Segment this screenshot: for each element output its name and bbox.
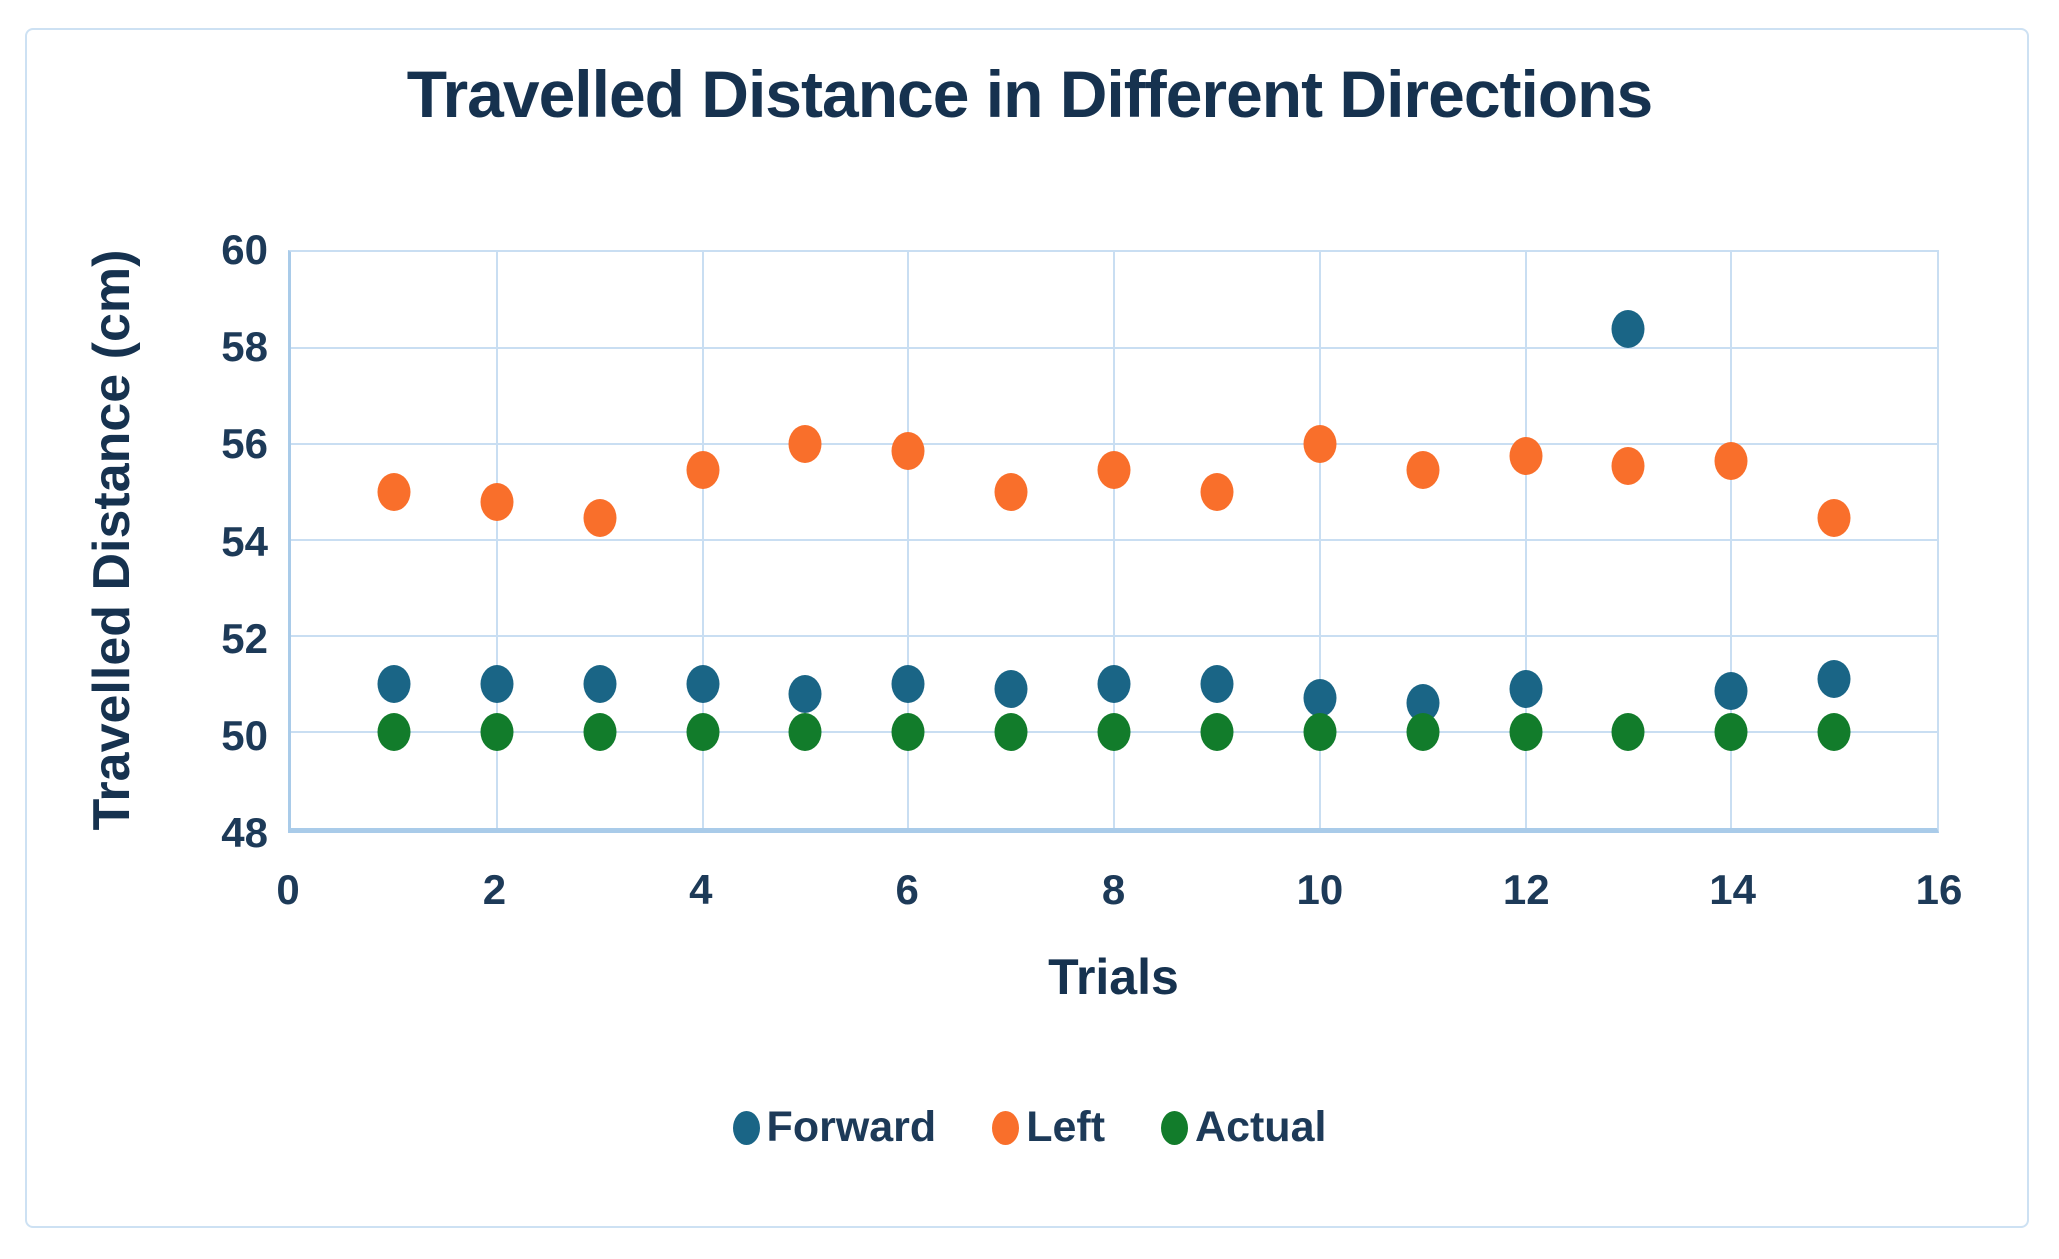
y-tick-label: 50 [221,711,268,759]
legend-item-actual: Actual [1161,1106,1326,1149]
data-point-left [1303,425,1337,463]
y-tick-label: 60 [221,226,268,273]
data-point-actual [377,713,411,751]
data-point-left [1509,437,1542,475]
x-tick-label: 6 [895,866,919,913]
data-point-forward [480,665,514,703]
y-tick-label: 54 [221,517,268,565]
horizontal-gridline [291,635,1937,637]
legend: Forward Left Actual [0,1106,2059,1149]
data-point-forward [994,669,1028,708]
x-tick-label: 0 [276,866,300,913]
actual-series-marker-icon [1161,1110,1189,1145]
data-point-left [1200,473,1234,511]
y-tick-label: 48 [221,809,268,856]
data-point-forward [1303,679,1337,718]
data-point-left [480,482,514,521]
horizontal-gridline [291,347,1937,349]
data-point-forward [686,665,719,703]
x-tick-label: 14 [1709,866,1756,913]
y-tick-label: 52 [221,614,268,662]
x-tick-label: 16 [1915,866,1963,913]
legend-item-left: Left [992,1106,1105,1149]
data-point-actual [1817,713,1851,751]
data-point-actual [1714,713,1748,751]
data-point-forward [377,665,411,703]
data-point-left [1714,441,1748,480]
data-point-forward [583,665,617,703]
data-point-left [377,473,411,511]
data-point-actual [686,713,719,751]
figure-border [25,28,2029,1228]
x-tick-label: 10 [1296,866,1344,913]
data-point-actual [1611,713,1645,751]
y-tick-label: 58 [221,323,268,371]
data-point-left [1097,451,1131,490]
data-point-actual [994,713,1028,751]
y-tick-label: 56 [221,420,268,468]
x-tick-label: 12 [1502,866,1550,913]
data-point-actual [583,713,617,751]
horizontal-gridline [291,443,1937,445]
data-point-forward [1200,665,1234,703]
data-point-forward [788,674,822,713]
data-point-actual [1303,713,1337,751]
data-point-actual [891,713,925,751]
legend-label-left: Left [1026,1103,1106,1151]
legend-label-forward: Forward [766,1103,937,1151]
x-tick-label: 8 [1101,866,1126,913]
x-axis-title: Trials [1048,949,1179,1005]
x-tick-label: 2 [482,866,507,913]
data-point-forward [891,665,925,703]
data-point-left [788,425,822,463]
data-point-actual [1406,713,1440,751]
x-tick-label: 4 [689,866,713,913]
data-point-actual [1509,713,1542,751]
data-point-left [583,499,617,538]
left-series-marker-icon [992,1110,1020,1145]
data-point-forward [1611,309,1645,348]
data-point-left [1406,451,1440,490]
data-point-left [891,432,925,471]
forward-series-marker-icon [732,1110,760,1145]
data-point-left [1817,499,1851,538]
data-point-left [994,473,1028,511]
data-point-forward [1817,660,1851,699]
data-point-actual [788,713,822,751]
data-point-actual [1200,713,1234,751]
data-point-left [1611,446,1645,485]
chart-title: Travelled Distance in Different Directio… [406,57,1653,131]
legend-item-forward: Forward [732,1103,937,1151]
plot-area [288,250,1939,833]
data-point-actual [480,713,514,751]
data-point-forward [1509,669,1542,708]
data-point-left [686,451,719,490]
data-point-actual [1097,713,1131,751]
data-point-forward [1097,665,1131,703]
horizontal-gridline [291,539,1937,541]
legend-label-actual: Actual [1195,1103,1327,1151]
data-point-forward [1714,672,1748,711]
